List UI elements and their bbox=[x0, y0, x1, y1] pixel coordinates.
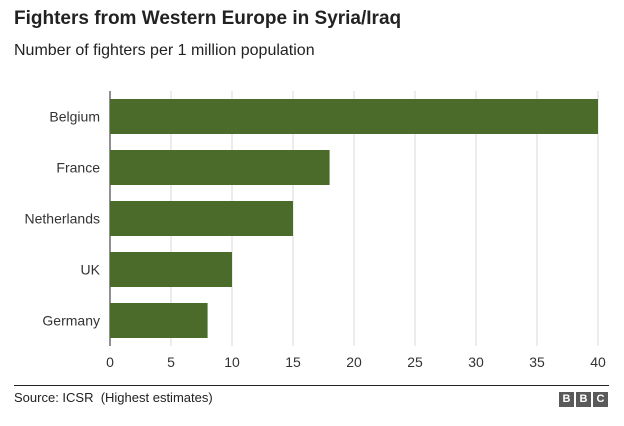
chart-title: Fighters from Western Europe in Syria/Ir… bbox=[14, 8, 402, 29]
bar bbox=[110, 201, 293, 236]
bar bbox=[110, 252, 232, 287]
logo-letter: B bbox=[576, 392, 591, 407]
footer-divider bbox=[14, 385, 609, 386]
bar bbox=[110, 150, 330, 185]
bar bbox=[110, 303, 208, 338]
category-label: France bbox=[56, 160, 100, 176]
bar-chart: Belgium France Netherlands UK Germany 0 5 10 15… bbox=[25, 91, 606, 370]
category-label: Netherlands bbox=[25, 211, 101, 227]
category-labels: Belgium France Netherlands UK Germany bbox=[25, 109, 101, 329]
chart-subtitle: Number of fighters per 1 million populat… bbox=[14, 42, 315, 59]
bars bbox=[110, 99, 598, 338]
source-note: Source: ICSR (Highest estimates) bbox=[14, 390, 213, 405]
category-label: Belgium bbox=[49, 109, 100, 125]
x-tick-label: 25 bbox=[407, 354, 423, 370]
logo-letter: B bbox=[559, 392, 574, 407]
category-label: UK bbox=[81, 262, 101, 278]
bar bbox=[110, 99, 598, 134]
x-tick-labels: 0 5 10 15 20 25 30 35 40 bbox=[106, 354, 606, 370]
x-tick-label: 30 bbox=[468, 354, 484, 370]
bbc-logo: B B C bbox=[559, 392, 608, 407]
x-tick-label: 0 bbox=[106, 354, 114, 370]
category-label: Germany bbox=[42, 313, 100, 329]
x-tick-label: 15 bbox=[285, 354, 301, 370]
x-tick-label: 40 bbox=[590, 354, 606, 370]
logo-letter: C bbox=[593, 392, 608, 407]
x-tick-label: 5 bbox=[167, 354, 175, 370]
x-tick-label: 10 bbox=[224, 354, 240, 370]
x-tick-label: 20 bbox=[346, 354, 362, 370]
x-tick-label: 35 bbox=[529, 354, 545, 370]
